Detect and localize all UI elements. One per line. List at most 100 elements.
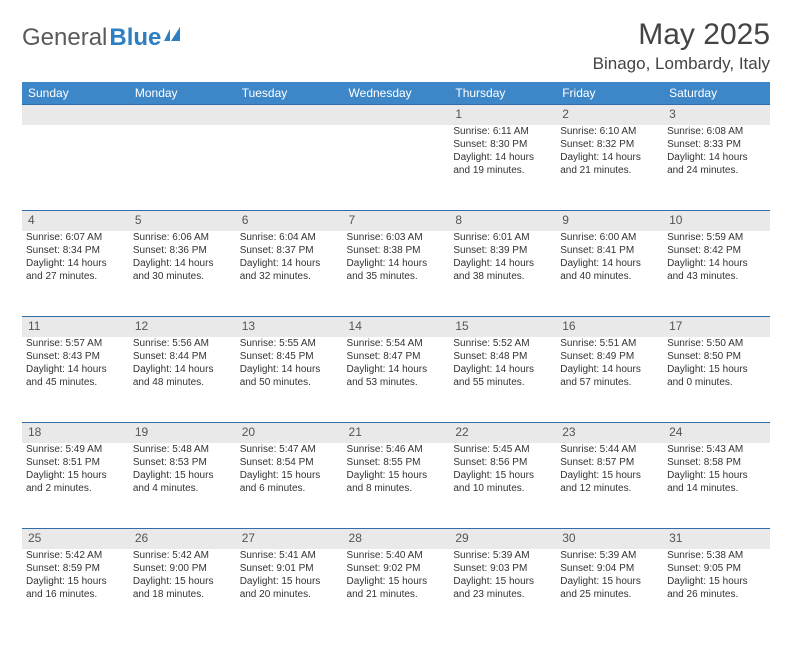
location: Binago, Lombardy, Italy bbox=[593, 54, 770, 74]
day-number: 20 bbox=[236, 423, 343, 443]
day-cell: Sunrise: 5:43 AMSunset: 8:58 PMDaylight:… bbox=[663, 443, 770, 529]
day-number bbox=[129, 105, 236, 125]
day-number: 12 bbox=[129, 317, 236, 337]
calendar-page: GeneralBlue May 2025 Binago, Lombardy, I… bbox=[0, 0, 792, 653]
daylight-text: Daylight: 14 hours and 30 minutes. bbox=[133, 257, 232, 283]
weekday-header: Friday bbox=[556, 82, 663, 105]
day-number bbox=[236, 105, 343, 125]
sunrise-text: Sunrise: 5:59 AM bbox=[667, 231, 766, 244]
calendar-table: Sunday Monday Tuesday Wednesday Thursday… bbox=[22, 82, 770, 635]
day-number: 31 bbox=[663, 529, 770, 549]
daylight-text: Daylight: 14 hours and 19 minutes. bbox=[453, 151, 552, 177]
sunset-text: Sunset: 8:32 PM bbox=[560, 138, 659, 151]
logo: GeneralBlue bbox=[22, 24, 184, 52]
daylight-text: Daylight: 14 hours and 55 minutes. bbox=[453, 363, 552, 389]
day-cell: Sunrise: 6:08 AMSunset: 8:33 PMDaylight:… bbox=[663, 125, 770, 211]
sunset-text: Sunset: 8:30 PM bbox=[453, 138, 552, 151]
day-number: 22 bbox=[449, 423, 556, 443]
day-cell: Sunrise: 5:49 AMSunset: 8:51 PMDaylight:… bbox=[22, 443, 129, 529]
day-number: 8 bbox=[449, 211, 556, 231]
daylight-text: Daylight: 14 hours and 38 minutes. bbox=[453, 257, 552, 283]
day-number: 17 bbox=[663, 317, 770, 337]
day-cell: Sunrise: 5:42 AMSunset: 9:00 PMDaylight:… bbox=[129, 549, 236, 635]
day-number: 5 bbox=[129, 211, 236, 231]
day-cell: Sunrise: 6:07 AMSunset: 8:34 PMDaylight:… bbox=[22, 231, 129, 317]
sunrise-text: Sunrise: 5:51 AM bbox=[560, 337, 659, 350]
sunset-text: Sunset: 8:34 PM bbox=[26, 244, 125, 257]
day-number: 18 bbox=[22, 423, 129, 443]
day-number: 28 bbox=[343, 529, 450, 549]
daylight-text: Daylight: 15 hours and 2 minutes. bbox=[26, 469, 125, 495]
day-cell: Sunrise: 5:38 AMSunset: 9:05 PMDaylight:… bbox=[663, 549, 770, 635]
sunset-text: Sunset: 8:57 PM bbox=[560, 456, 659, 469]
sunrise-text: Sunrise: 5:45 AM bbox=[453, 443, 552, 456]
sunset-text: Sunset: 8:36 PM bbox=[133, 244, 232, 257]
daylight-text: Daylight: 15 hours and 8 minutes. bbox=[347, 469, 446, 495]
sunset-text: Sunset: 9:05 PM bbox=[667, 562, 766, 575]
daylight-text: Daylight: 15 hours and 10 minutes. bbox=[453, 469, 552, 495]
month-title: May 2025 bbox=[593, 18, 770, 52]
sunrise-text: Sunrise: 5:39 AM bbox=[453, 549, 552, 562]
daylight-text: Daylight: 14 hours and 32 minutes. bbox=[240, 257, 339, 283]
day-number-row: 45678910 bbox=[22, 211, 770, 231]
sunrise-text: Sunrise: 5:42 AM bbox=[133, 549, 232, 562]
day-cell: Sunrise: 5:42 AMSunset: 8:59 PMDaylight:… bbox=[22, 549, 129, 635]
day-number: 27 bbox=[236, 529, 343, 549]
weekday-header: Sunday bbox=[22, 82, 129, 105]
sunset-text: Sunset: 9:01 PM bbox=[240, 562, 339, 575]
sunrise-text: Sunrise: 5:41 AM bbox=[240, 549, 339, 562]
day-detail-row: Sunrise: 6:11 AMSunset: 8:30 PMDaylight:… bbox=[22, 125, 770, 211]
day-cell: Sunrise: 6:11 AMSunset: 8:30 PMDaylight:… bbox=[449, 125, 556, 211]
sunrise-text: Sunrise: 6:00 AM bbox=[560, 231, 659, 244]
day-number: 14 bbox=[343, 317, 450, 337]
day-cell: Sunrise: 5:47 AMSunset: 8:54 PMDaylight:… bbox=[236, 443, 343, 529]
daylight-text: Daylight: 14 hours and 40 minutes. bbox=[560, 257, 659, 283]
day-cell: Sunrise: 5:56 AMSunset: 8:44 PMDaylight:… bbox=[129, 337, 236, 423]
day-number: 26 bbox=[129, 529, 236, 549]
day-number: 16 bbox=[556, 317, 663, 337]
sunset-text: Sunset: 8:37 PM bbox=[240, 244, 339, 257]
sunrise-text: Sunrise: 5:46 AM bbox=[347, 443, 446, 456]
day-cell: Sunrise: 5:45 AMSunset: 8:56 PMDaylight:… bbox=[449, 443, 556, 529]
sunrise-text: Sunrise: 5:44 AM bbox=[560, 443, 659, 456]
sunset-text: Sunset: 8:58 PM bbox=[667, 456, 766, 469]
day-number: 19 bbox=[129, 423, 236, 443]
weekday-header: Thursday bbox=[449, 82, 556, 105]
day-number: 23 bbox=[556, 423, 663, 443]
daylight-text: Daylight: 14 hours and 48 minutes. bbox=[133, 363, 232, 389]
sunrise-text: Sunrise: 5:57 AM bbox=[26, 337, 125, 350]
day-number: 9 bbox=[556, 211, 663, 231]
sunset-text: Sunset: 8:45 PM bbox=[240, 350, 339, 363]
day-cell: Sunrise: 6:00 AMSunset: 8:41 PMDaylight:… bbox=[556, 231, 663, 317]
day-number: 1 bbox=[449, 105, 556, 125]
day-number: 25 bbox=[22, 529, 129, 549]
daylight-text: Daylight: 15 hours and 14 minutes. bbox=[667, 469, 766, 495]
sunset-text: Sunset: 8:50 PM bbox=[667, 350, 766, 363]
sunrise-text: Sunrise: 5:43 AM bbox=[667, 443, 766, 456]
day-number: 6 bbox=[236, 211, 343, 231]
day-cell: Sunrise: 5:50 AMSunset: 8:50 PMDaylight:… bbox=[663, 337, 770, 423]
daylight-text: Daylight: 14 hours and 43 minutes. bbox=[667, 257, 766, 283]
day-cell: Sunrise: 5:39 AMSunset: 9:03 PMDaylight:… bbox=[449, 549, 556, 635]
sunset-text: Sunset: 8:39 PM bbox=[453, 244, 552, 257]
sunset-text: Sunset: 8:49 PM bbox=[560, 350, 659, 363]
sunset-text: Sunset: 8:48 PM bbox=[453, 350, 552, 363]
sunrise-text: Sunrise: 6:03 AM bbox=[347, 231, 446, 244]
sunrise-text: Sunrise: 5:55 AM bbox=[240, 337, 339, 350]
day-number: 2 bbox=[556, 105, 663, 125]
sunset-text: Sunset: 8:44 PM bbox=[133, 350, 232, 363]
sunset-text: Sunset: 9:04 PM bbox=[560, 562, 659, 575]
sunset-text: Sunset: 9:02 PM bbox=[347, 562, 446, 575]
title-block: May 2025 Binago, Lombardy, Italy bbox=[593, 18, 770, 74]
day-cell: Sunrise: 5:40 AMSunset: 9:02 PMDaylight:… bbox=[343, 549, 450, 635]
sunset-text: Sunset: 8:41 PM bbox=[560, 244, 659, 257]
day-number: 7 bbox=[343, 211, 450, 231]
day-number: 13 bbox=[236, 317, 343, 337]
day-cell bbox=[343, 125, 450, 211]
daylight-text: Daylight: 15 hours and 21 minutes. bbox=[347, 575, 446, 601]
daylight-text: Daylight: 15 hours and 20 minutes. bbox=[240, 575, 339, 601]
day-cell: Sunrise: 5:55 AMSunset: 8:45 PMDaylight:… bbox=[236, 337, 343, 423]
daylight-text: Daylight: 15 hours and 12 minutes. bbox=[560, 469, 659, 495]
day-cell: Sunrise: 6:10 AMSunset: 8:32 PMDaylight:… bbox=[556, 125, 663, 211]
daylight-text: Daylight: 14 hours and 57 minutes. bbox=[560, 363, 659, 389]
